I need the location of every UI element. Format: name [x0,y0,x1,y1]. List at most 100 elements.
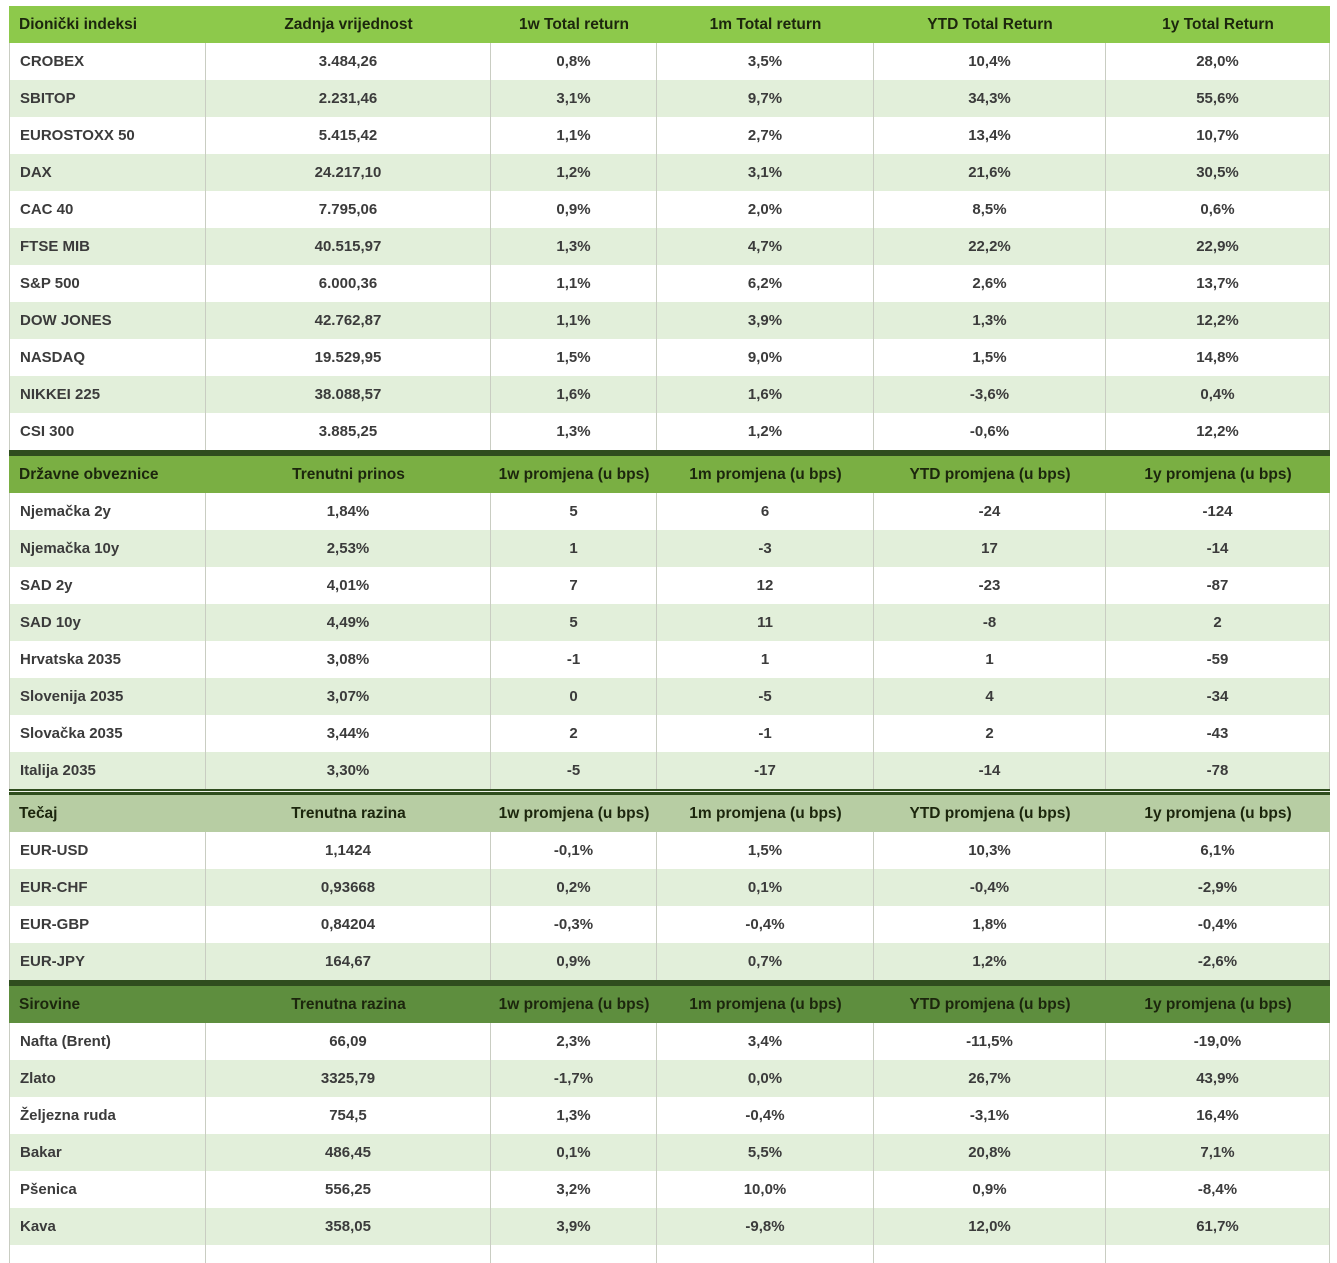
stock-indices-table: Dionički indeksi Zadnja vrijednost 1w Tota… [9,6,1330,450]
column-header-label: YTD promjena (u bps) [909,465,1071,483]
value-cell: 40.515,97 [206,228,491,265]
value-cell: -1,7% [491,1060,657,1097]
value-cell: 7.795,06 [206,191,491,228]
row-label: Slovenija 2035 [9,678,206,715]
value-cell: -2,9% [1106,869,1330,906]
empty-cell [206,1245,491,1263]
value-cell: 2 [1106,604,1330,641]
value-cell: 12 [657,567,874,604]
row-label: NIKKEI 225 [9,376,206,413]
value-cell: 5.415,42 [206,117,491,154]
value-cell: -59 [1106,641,1330,678]
value-cell: 3,9% [491,1208,657,1245]
table-row: Italija 2035 3,30% -5 -17 -14 -78 [9,752,1330,789]
table-row: EUR-JPY 164,67 0,9% 0,7% 1,2% -2,6% [9,943,1330,980]
value-cell: 8,5% [874,191,1106,228]
section-divider [9,980,1330,986]
column-header-label: 1w promjena (u bps) [498,465,650,483]
table-row: Željezna ruda 754,5 1,3% -0,4% -3,1% 16,4% [9,1097,1330,1134]
value-cell: 1,5% [491,339,657,376]
empty-cell [657,1245,874,1263]
row-label: Nafta (Brent) [9,1023,206,1060]
table-row: NASDAQ 19.529,95 1,5% 9,0% 1,5% 14,8% [9,339,1330,376]
table-row: NIKKEI 225 38.088,57 1,6% 1,6% -3,6% 0,4% [9,376,1330,413]
table-row: Nafta (Brent) 66,09 2,3% 3,4% -11,5% -19,0% [9,1023,1330,1060]
value-cell: 5 [491,493,657,530]
value-cell: -23 [874,567,1106,604]
value-cell: 1,84% [206,493,491,530]
value-cell: -0,4% [657,906,874,943]
value-cell: 9,7% [657,80,874,117]
row-label: EUR-GBP [9,906,206,943]
value-cell: 3,07% [206,678,491,715]
column-header: YTD promjena (u bps) [874,986,1106,1023]
column-header: 1y promjena (u bps) [1106,456,1330,493]
table-row: DOW JONES 42.762,87 1,1% 3,9% 1,3% 12,2% [9,302,1330,339]
value-cell: 10,3% [874,832,1106,869]
row-label: CAC 40 [9,191,206,228]
value-cell: 3,4% [657,1023,874,1060]
row-label: SAD 10y [9,604,206,641]
value-cell: 1,3% [874,302,1106,339]
column-header: 1w promjena (u bps) [491,795,657,832]
value-cell: 24.217,10 [206,154,491,191]
value-cell: 13,7% [1106,265,1330,302]
value-cell: 556,25 [206,1171,491,1208]
value-cell: 14,8% [1106,339,1330,376]
value-cell: 19.529,95 [206,339,491,376]
row-label: Njemačka 2y [9,493,206,530]
column-header-label: Zadnja vrijednost [284,15,413,33]
value-cell: 2 [491,715,657,752]
value-cell: 6,2% [657,265,874,302]
fx-rates-table: Tečaj Trenutna razina 1w promjena (u bps) 1… [9,795,1330,980]
commodities-table: Sirovine Trenutna razina 1w promjena (u bp… [9,986,1330,1245]
value-cell: -8,4% [1106,1171,1330,1208]
value-cell: 1,2% [491,154,657,191]
value-cell: 61,7% [1106,1208,1330,1245]
value-cell: 0,9% [874,1171,1106,1208]
value-cell: 3,1% [491,80,657,117]
value-cell: 1,3% [491,1097,657,1134]
value-cell: 10,0% [657,1171,874,1208]
column-header: 1w promjena (u bps) [491,986,657,1023]
column-header: 1m promjena (u bps) [657,986,874,1023]
value-cell: 5,5% [657,1134,874,1171]
value-cell: 22,9% [1106,228,1330,265]
value-cell: 3,30% [206,752,491,789]
value-cell: 1,6% [491,376,657,413]
value-cell: 42.762,87 [206,302,491,339]
value-cell: 2,7% [657,117,874,154]
table-row: DAX 24.217,10 1,2% 3,1% 21,6% 30,5% [9,154,1330,191]
column-header-label: 1m promjena (u bps) [689,995,842,1013]
value-cell: -5 [657,678,874,715]
value-cell: -8 [874,604,1106,641]
value-cell: 2,6% [874,265,1106,302]
empty-row [9,1245,1330,1263]
value-cell: -0,4% [1106,906,1330,943]
section-title: Sirovine [9,986,206,1023]
value-cell: -9,8% [657,1208,874,1245]
section-title-label: Tečaj [19,804,58,822]
row-label: Kava [9,1208,206,1245]
value-cell: -17 [657,752,874,789]
table-row: EUROSTOXX 50 5.415,42 1,1% 2,7% 13,4% 10,7% [9,117,1330,154]
row-label: S&P 500 [9,265,206,302]
value-cell: 55,6% [1106,80,1330,117]
table-row: CROBEX 3.484,26 0,8% 3,5% 10,4% 28,0% [9,43,1330,80]
value-cell: -3,1% [874,1097,1106,1134]
value-cell: 38.088,57 [206,376,491,413]
column-header-label: 1w promjena (u bps) [498,995,650,1013]
government-bonds-table: Državne obveznice Trenutni prinos 1w promj… [9,456,1330,789]
table-row: EUR-GBP 0,84204 -0,3% -0,4% 1,8% -0,4% [9,906,1330,943]
value-cell: 3.484,26 [206,43,491,80]
value-cell: 3.885,25 [206,413,491,450]
value-cell: 164,67 [206,943,491,980]
value-cell: -5 [491,752,657,789]
value-cell: 486,45 [206,1134,491,1171]
column-header: 1w promjena (u bps) [491,456,657,493]
row-label: Željezna ruda [9,1097,206,1134]
value-cell: 3,9% [657,302,874,339]
row-label: EUR-USD [9,832,206,869]
table-row: Hrvatska 2035 3,08% -1 1 1 -59 [9,641,1330,678]
table-row: Bakar 486,45 0,1% 5,5% 20,8% 7,1% [9,1134,1330,1171]
